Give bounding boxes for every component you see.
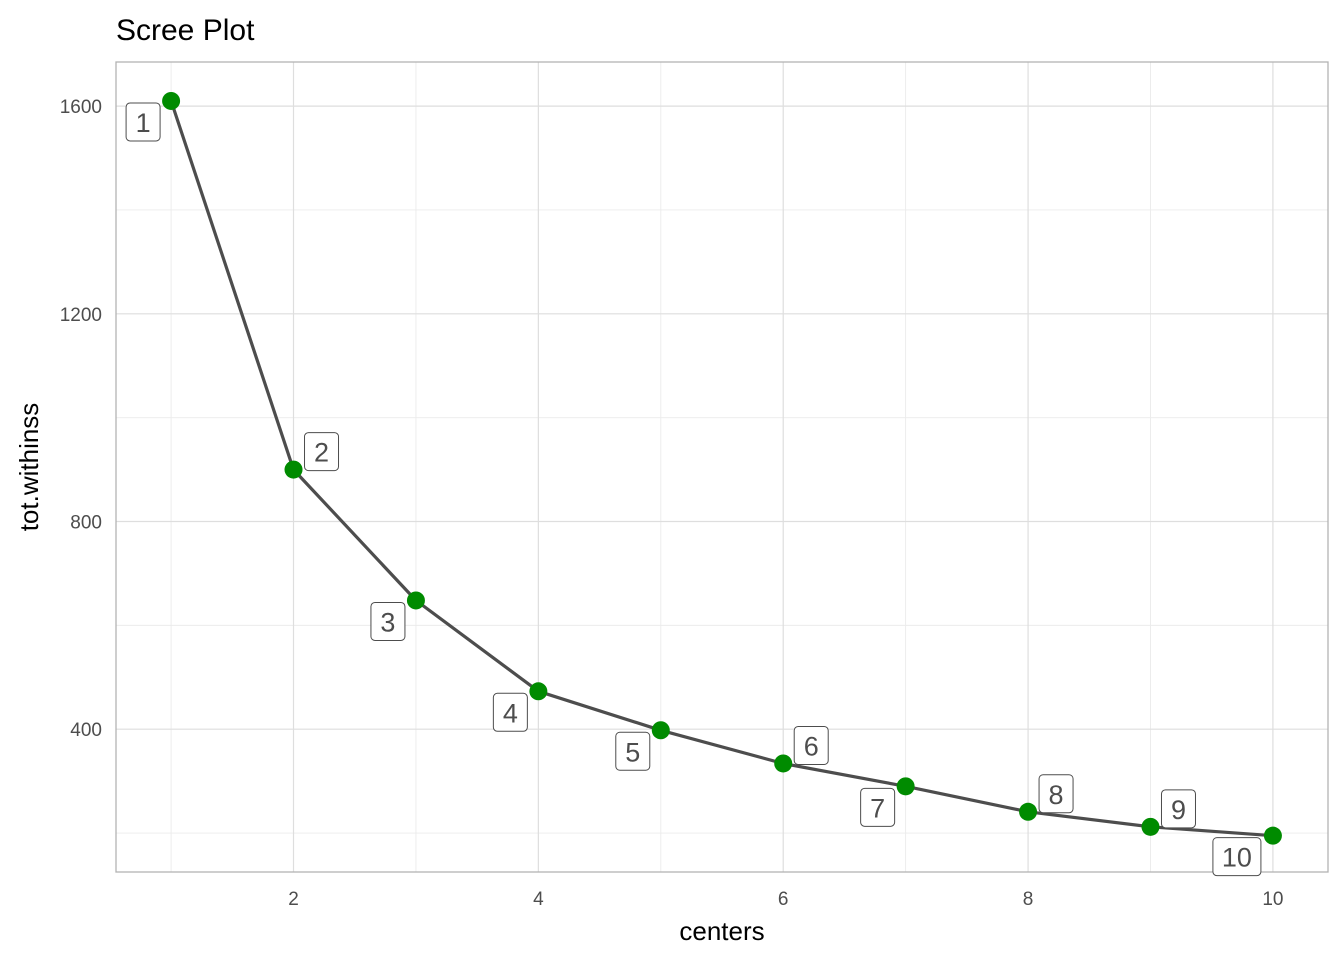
point-label-box [125,102,161,142]
y-tick-label: 400 [70,720,102,741]
y-tick-label: 800 [70,513,102,534]
minor-gridlines [116,62,1328,872]
data-point-8 [1019,802,1038,821]
point-label-box [615,731,651,771]
point-label-6: 6 [793,725,829,765]
point-labels: 1 2 3 4 5 6 7 8 9 10 [125,102,1262,877]
data-point-4 [529,682,548,701]
point-label-2: 2 [304,432,340,472]
x-tick-label: 6 [778,889,789,910]
point-label-text: 5 [625,737,640,767]
major-gridlines [116,62,1328,872]
point-label-8: 8 [1038,774,1074,814]
data-point-7 [896,777,915,796]
point-label-box [1212,837,1262,877]
point-label-text: 3 [380,607,395,637]
plot-panel-border [115,61,1329,873]
data-point-2 [284,460,303,479]
point-label-text: 4 [503,698,518,728]
point-label-text: 6 [804,731,819,761]
point-label-3: 3 [370,601,406,641]
point-label-text: 1 [136,108,151,138]
point-label-box [1160,789,1196,829]
data-point-3 [406,591,425,610]
point-label-box [492,692,528,732]
y-tick-label: 1200 [60,305,102,326]
x-axis-title: centers [679,916,764,946]
point-label-4: 4 [492,692,528,732]
point-label-5: 5 [615,731,651,771]
data-point-5 [651,721,670,740]
point-label-7: 7 [860,787,896,827]
y-tick-label: 1600 [60,97,102,118]
data-point-1 [162,91,181,110]
x-tick-label: 10 [1262,889,1283,910]
chart-title: Scree Plot [116,14,255,47]
point-label-text: 9 [1171,795,1186,825]
y-axis-ticks: 400 800 1200 1600 [60,97,102,741]
point-label-text: 2 [314,438,329,468]
x-tick-label: 2 [288,889,299,910]
x-axis-ticks: 2 4 6 8 10 [288,889,1283,910]
point-label-box [860,787,896,827]
point-label-text: 7 [870,793,885,823]
x-tick-label: 4 [533,889,544,910]
data-point-10 [1263,826,1282,845]
point-label-text: 10 [1222,843,1252,873]
data-point-9 [1141,817,1160,836]
data-point-6 [774,754,793,773]
point-label-box [304,432,340,472]
point-label-10: 10 [1212,837,1262,877]
point-label-text: 8 [1049,780,1064,810]
point-label-9: 9 [1160,789,1196,829]
series-line [169,100,1274,838]
point-label-1: 1 [125,102,161,142]
y-axis-title: tot.withinss [14,403,44,532]
point-label-box [1038,774,1074,814]
data-points [162,91,1282,845]
x-tick-label: 8 [1023,889,1034,910]
point-label-box [793,725,829,765]
point-label-box [370,601,406,641]
